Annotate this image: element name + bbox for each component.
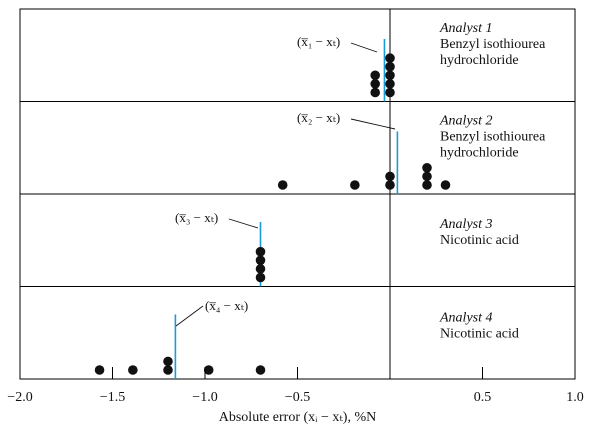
data-point xyxy=(385,171,395,182)
compound-label: Benzyl isothiourea xyxy=(440,130,546,145)
mean-lines xyxy=(174,39,399,379)
compound-label: Benzyl isothiourea xyxy=(440,37,546,52)
x-tick-label: −2.0 xyxy=(7,390,32,405)
data-point xyxy=(255,255,266,266)
mean-label: (x̅₂ − xₜ) xyxy=(297,110,340,125)
data-point xyxy=(277,180,288,190)
data-point xyxy=(370,70,381,81)
x-axis-label: Absolute error (xᵢ − xₜ), %N xyxy=(219,410,377,425)
data-point xyxy=(370,79,381,89)
analyst-label: Analyst 4 xyxy=(439,311,493,326)
data-point xyxy=(94,365,105,375)
mean-label: (x̅₄ − xₜ) xyxy=(205,298,248,313)
x-tick-label: 1.0 xyxy=(566,390,584,405)
data-point xyxy=(422,171,432,182)
data-point xyxy=(385,70,395,81)
mean-label: (x̅₃ − xₜ) xyxy=(175,210,218,225)
compound-label: hydrochloride xyxy=(440,146,519,161)
mean-label-leader xyxy=(350,42,378,53)
mean-label-leader xyxy=(228,218,259,229)
data-point xyxy=(385,87,395,98)
x-tick-label: −1.0 xyxy=(192,390,217,405)
data-point xyxy=(385,53,395,63)
data-point xyxy=(422,180,432,190)
data-point xyxy=(422,163,432,173)
x-tick-label: −0.5 xyxy=(285,390,310,405)
data-point xyxy=(370,87,381,98)
compound-label: Nicotinic acid xyxy=(440,327,519,342)
mean-label-leader xyxy=(350,118,396,130)
data-point xyxy=(163,356,173,367)
data-point xyxy=(203,365,214,375)
data-point xyxy=(128,365,138,375)
x-axis: −2.0 −1.5 −1.0 −0.5 0.5 1.0 Absolute error (xᵢ… xyxy=(7,367,584,425)
mean-label-leader xyxy=(175,305,204,327)
data-point xyxy=(255,246,266,257)
data-point xyxy=(255,272,266,283)
compound-label: Nicotinic acid xyxy=(440,233,519,248)
analyst-label: Analyst 1 xyxy=(439,21,493,36)
data-point xyxy=(255,264,266,274)
data-points xyxy=(94,53,451,375)
analyst-label: Analyst 3 xyxy=(439,217,493,232)
analyst-label: Analyst 2 xyxy=(439,114,493,129)
data-point xyxy=(385,180,395,190)
data-point xyxy=(163,365,173,375)
data-point xyxy=(350,180,360,190)
x-tick-label: 0.5 xyxy=(474,390,492,405)
mean-label: (x̅₁ − xₜ) xyxy=(297,34,340,49)
data-point xyxy=(255,365,266,375)
data-point xyxy=(440,180,451,190)
x-tick-label: −1.5 xyxy=(100,390,125,405)
data-point xyxy=(385,61,395,72)
data-point xyxy=(385,79,395,89)
compound-label: hydrochloride xyxy=(440,53,519,68)
